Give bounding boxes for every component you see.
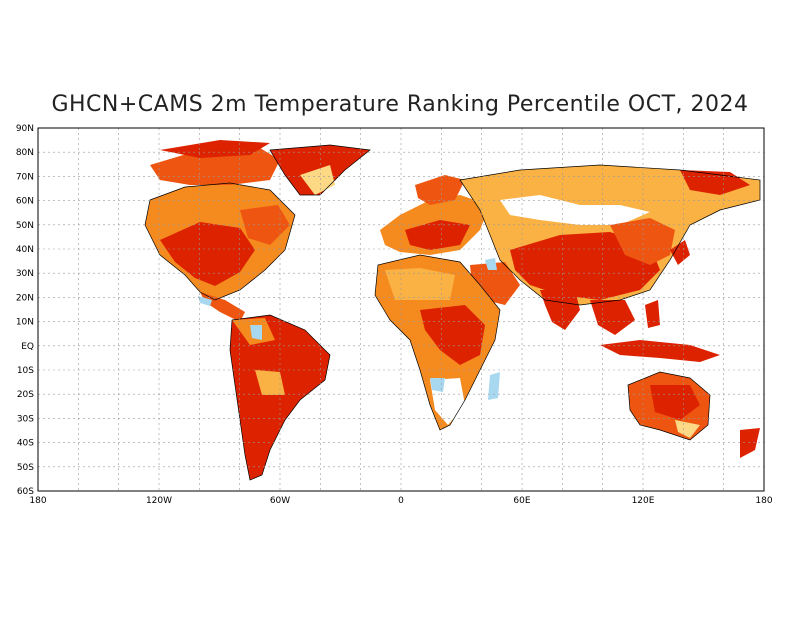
canada-north [150,148,280,185]
temperature-field [40,140,761,481]
latitude-label: 40S [17,439,34,449]
canadian-archipelago [160,140,270,158]
latitude-label: 10S [17,366,34,376]
greenland-east [300,165,335,195]
latitude-label: 80N [16,148,34,158]
longitude-label: 120E [632,496,655,506]
southeast-asia [590,300,635,335]
map-title: GHCN+CAMS 2m Temperature Ranking Percent… [51,92,749,117]
latitude-label: 50N [16,221,34,231]
indonesia [600,340,720,362]
latitude-label: 30N [16,269,34,279]
south-america-light [255,370,285,395]
latitude-label: 60S [17,487,34,497]
latitude-label: 60N [16,197,34,207]
india [540,290,580,330]
australia-light [675,420,700,438]
latitude-labels: 90N 80N 70N 60N 50N 40N 30N 20N 10N EQ 10S 20S 30S 40… [16,124,34,497]
latitude-label: 30S [17,414,34,424]
madagascar [488,372,500,400]
latitude-label: 90N [16,124,34,134]
longitude-label: 180 [755,496,772,506]
siberia-white [500,195,650,225]
longitude-label: 0 [398,496,404,506]
japan [670,240,690,265]
africa-blue [430,378,445,392]
graticule [38,128,764,491]
latitude-label: 20S [17,390,34,400]
africa-north-light [385,268,455,300]
europe-core [405,220,470,250]
map-frame [37,127,765,492]
south-america-blue [250,325,262,340]
africa-central [420,305,485,365]
latitude-label: 10N [16,318,34,328]
longitude-label: 180 [29,496,46,506]
new-zealand [740,428,760,458]
australia-core [650,385,700,420]
latitude-label: 40N [16,245,34,255]
scandinavia [415,175,465,205]
latitude-label: EQ [21,342,34,352]
mexico-blue [198,296,212,306]
china-east [610,218,675,265]
longitude-label: 60W [270,496,290,506]
middle-east-blue [485,258,497,270]
central-america [200,292,245,322]
longitude-label: 120W [146,496,172,506]
philippines [645,300,660,328]
alaska-region [40,165,150,210]
south-america-region [230,315,330,480]
north-america-core [160,222,255,286]
longitude-labels: 180 120W 60W 0 60E 120E 180 [29,496,772,506]
latitude-label: 70N [16,172,34,182]
latitude-label: 20N [16,293,34,303]
longitude-label: 60E [513,496,530,506]
latitude-label: 50S [17,463,34,473]
